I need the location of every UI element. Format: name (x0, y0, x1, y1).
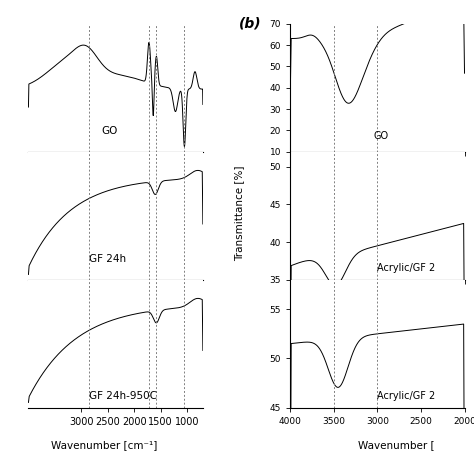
Text: Acrylic/GF 2: Acrylic/GF 2 (377, 263, 436, 273)
Text: Wavenumber [: Wavenumber [ (358, 440, 435, 450)
Text: GF 24h-950C: GF 24h-950C (90, 391, 157, 401)
Text: GO: GO (102, 127, 118, 137)
Text: (b): (b) (239, 17, 262, 31)
Text: GO: GO (374, 131, 389, 141)
Text: GF 24h: GF 24h (90, 255, 127, 264)
Text: Acrylic/GF 2: Acrylic/GF 2 (377, 391, 436, 401)
Text: Wavenumber [cm⁻¹]: Wavenumber [cm⁻¹] (51, 440, 157, 450)
Text: Transmittance [%]: Transmittance [%] (234, 165, 245, 261)
